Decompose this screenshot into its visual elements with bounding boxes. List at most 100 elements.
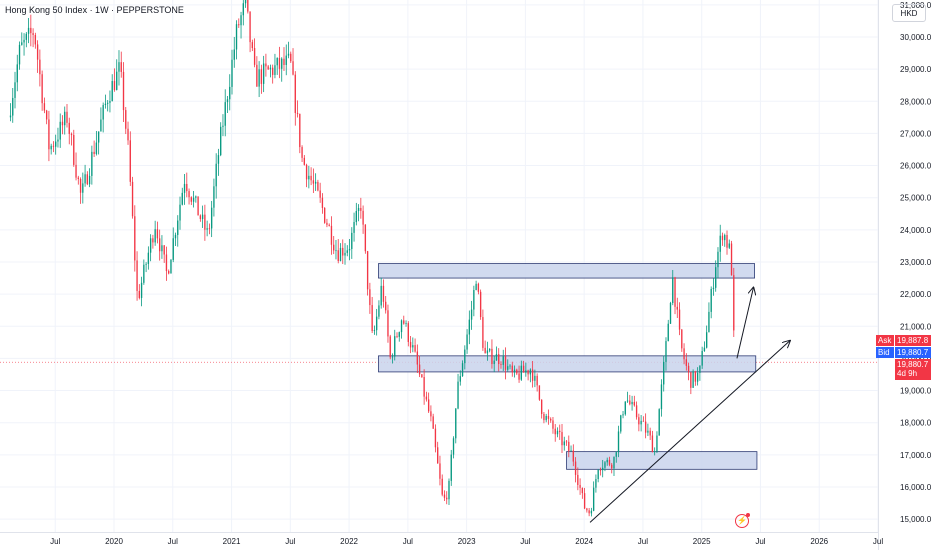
last-price-value: 19,880.7 [897, 360, 929, 369]
candle-body [129, 140, 131, 182]
candle-body [690, 372, 692, 388]
candle-body [210, 207, 213, 229]
candle-body [534, 375, 536, 381]
candle-body [285, 55, 287, 65]
y-tick-label: 24,000.0 [900, 226, 932, 235]
candle-body [262, 63, 265, 84]
candle-body [606, 459, 608, 463]
drawings[interactable] [589, 288, 790, 523]
candle-body [545, 416, 547, 421]
candle-body [726, 235, 728, 248]
candle-body [342, 247, 344, 256]
candle-body [220, 126, 222, 156]
candle-body [330, 225, 333, 245]
candle-body [439, 463, 441, 479]
candle-body [242, 3, 244, 16]
candle-body [190, 197, 192, 202]
candle-body [615, 452, 617, 457]
candle-body [378, 305, 380, 317]
candle-body [102, 104, 104, 120]
candle-body [18, 44, 21, 65]
candle-body [134, 216, 136, 261]
candle-body [12, 97, 14, 116]
candle-body [640, 420, 642, 425]
candle-body [498, 354, 500, 365]
candle-body [647, 430, 649, 433]
candle-body [27, 27, 30, 34]
candle-body [710, 289, 712, 312]
candle-body [583, 493, 586, 509]
candle-body [45, 110, 48, 120]
y-tick-label: 29,000.0 [900, 65, 932, 74]
candle-body [437, 447, 439, 464]
candle-body [258, 69, 260, 87]
candle-body [77, 177, 79, 180]
candle-body [55, 141, 57, 147]
candle-body [226, 99, 229, 103]
candle-body [604, 462, 606, 468]
candle-body [73, 134, 75, 165]
x-tick-label: Jul [285, 537, 295, 546]
lightning-icon[interactable]: ⚡ [735, 514, 749, 528]
candle-body [620, 415, 622, 432]
candle-body [199, 215, 202, 220]
currency-button[interactable]: HKD [892, 4, 926, 22]
candle-body [654, 451, 656, 453]
candle-body [592, 487, 595, 511]
candle-body [568, 441, 570, 452]
candle-body [224, 102, 226, 126]
y-tick-label: 20,000.0 [900, 354, 932, 363]
x-tick-label: 2022 [340, 537, 358, 546]
candle-body [504, 356, 507, 370]
candle-body [357, 207, 360, 212]
candle-body [414, 345, 416, 352]
candle-body [685, 359, 688, 366]
candle-body [416, 351, 419, 365]
candle-body [563, 441, 565, 446]
candle-body [520, 365, 522, 380]
y-tick-label: 27,000.0 [900, 129, 932, 138]
candle-body [617, 431, 620, 453]
candle-body [418, 364, 421, 375]
candle-body [631, 401, 633, 405]
y-tick-label: 15,000.0 [900, 515, 932, 524]
candle-body [88, 175, 91, 185]
candle-body [247, 0, 249, 12]
candle-body [204, 214, 206, 230]
candle-body [319, 190, 321, 198]
candle-body [244, 0, 247, 4]
candle-body [308, 175, 310, 180]
candle-body [608, 459, 611, 465]
candle-body [269, 67, 272, 70]
candle-body [281, 58, 283, 69]
candle-body [488, 348, 491, 351]
candle-body [337, 250, 339, 261]
candle-body [683, 348, 685, 360]
candle-body [95, 142, 98, 154]
candle-body [364, 224, 367, 252]
candle-body [477, 283, 480, 292]
candle-body [708, 311, 710, 333]
candle-body [626, 400, 629, 402]
candle-body [32, 33, 34, 35]
candle-body [427, 399, 430, 412]
candle-body [457, 381, 459, 409]
candle-body [131, 181, 134, 217]
candle-body [172, 238, 174, 260]
candle-body [721, 235, 724, 241]
y-tick-label: 18,000.0 [900, 419, 932, 428]
candle-body [407, 323, 409, 342]
candle-body [317, 181, 319, 191]
candle-body [403, 320, 405, 324]
candle-body [432, 416, 434, 429]
candle-body [278, 57, 281, 69]
candle-body [353, 222, 355, 233]
candle-body [34, 34, 37, 45]
candle-body [260, 69, 263, 84]
candle-body [149, 238, 152, 253]
candle-body [389, 336, 391, 358]
y-tick-label: 25,000.0 [900, 194, 932, 203]
candle-body [25, 33, 27, 40]
